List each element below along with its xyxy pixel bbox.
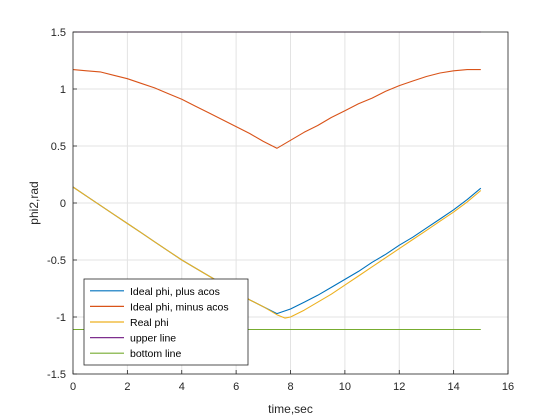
x-axis-label: time,sec	[268, 402, 313, 416]
legend-entry: upper line	[130, 333, 176, 345]
y-tick-label: -0.5	[47, 255, 66, 267]
legend-entry: Ideal phi, plus acos	[130, 286, 220, 298]
x-tick-label: 6	[233, 381, 239, 393]
series-line-3	[72, 186, 482, 319]
y-tick-label: -1	[56, 312, 66, 324]
legend-entry: Real phi	[130, 317, 169, 329]
x-tick-label: 8	[287, 381, 293, 393]
y-tick-label: 0	[60, 198, 66, 210]
ticks: 0 2 4 6 8 10 12 14 16 -1.5 -1 -0.5 0 0.5 1 1.5	[47, 27, 514, 393]
x-tick-label: 14	[448, 381, 460, 393]
y-tick-label: 1	[60, 84, 66, 96]
x-tick-label: 4	[179, 381, 185, 393]
x-tick-label: 2	[124, 381, 130, 393]
x-tick-label: 16	[502, 381, 514, 393]
series-line-2	[72, 69, 481, 149]
y-tick-label: 1.5	[51, 27, 66, 39]
y-tick-label: 0.5	[51, 141, 66, 153]
legend-entry: bottom line	[130, 348, 182, 360]
legend: Ideal phi, plus acos Ideal phi, minus aco…	[83, 278, 249, 366]
x-tick-label: 12	[393, 381, 405, 393]
x-tick-label: 10	[339, 381, 351, 393]
y-axis-label: phi2,rad	[27, 181, 41, 224]
legend-entry: Ideal phi, minus acos	[130, 301, 229, 313]
y-tick-label: -1.5	[47, 369, 66, 381]
x-tick-label: 0	[70, 381, 76, 393]
